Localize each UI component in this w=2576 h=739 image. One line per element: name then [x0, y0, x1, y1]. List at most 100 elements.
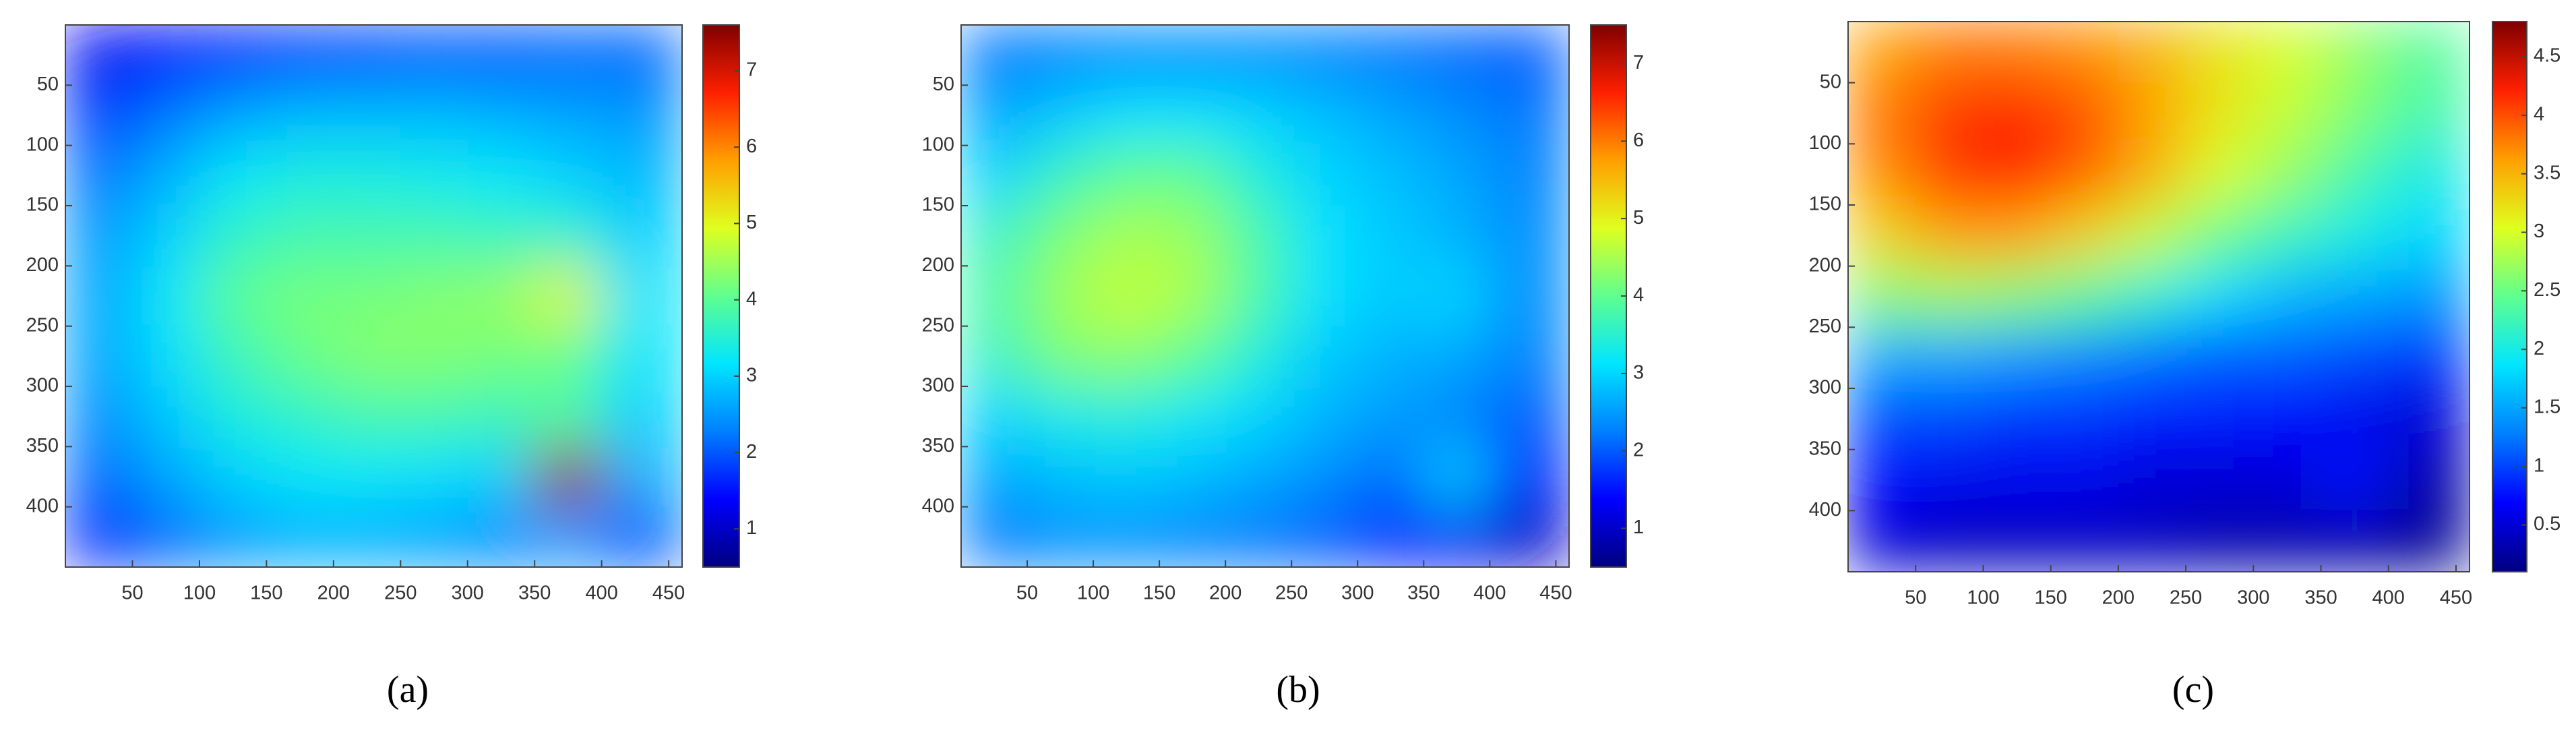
panel-label: (b)	[1276, 669, 1320, 711]
cell	[333, 326, 401, 387]
cell	[1291, 326, 1358, 387]
cell	[2388, 510, 2470, 572]
cell	[1159, 266, 1226, 327]
colorbar-tick-label: 3	[746, 365, 757, 386]
cell	[1093, 266, 1160, 327]
x-tick-label: 100	[183, 583, 216, 604]
cell	[2321, 449, 2389, 511]
cell	[2253, 144, 2322, 206]
y-tick-label: 400	[1809, 499, 1841, 521]
cell	[266, 386, 334, 447]
cell	[1225, 206, 1292, 266]
cell	[1490, 386, 1569, 447]
cell	[333, 506, 401, 567]
cell	[1490, 85, 1569, 146]
panel-label: (c)	[2172, 669, 2214, 711]
cell	[961, 326, 1028, 387]
x-tick-label: 150	[2034, 587, 2066, 609]
colorbar-tick-label: 0.5	[2534, 513, 2560, 535]
cell	[534, 446, 603, 508]
cell	[2050, 327, 2119, 389]
cell	[2388, 327, 2470, 389]
cell	[1983, 266, 2052, 328]
cell	[2321, 510, 2389, 572]
cell	[1225, 506, 1292, 567]
cell	[1490, 326, 1569, 387]
cell	[1490, 506, 1569, 567]
cell	[132, 386, 200, 447]
x-tick-label: 150	[1143, 583, 1175, 604]
cell	[1915, 144, 1984, 206]
cell	[2321, 82, 2389, 144]
cell	[1027, 446, 1094, 508]
cell	[601, 25, 682, 86]
cell	[2186, 327, 2254, 389]
y-tick-label: 300	[26, 375, 59, 396]
cell	[2388, 388, 2470, 450]
cell	[65, 206, 133, 266]
x-tick-label: 200	[2102, 587, 2135, 609]
cell	[266, 506, 334, 567]
y-tick-label: 250	[922, 314, 954, 336]
cell	[65, 25, 133, 86]
cell	[601, 85, 682, 146]
y-tick-label: 50	[933, 73, 954, 95]
cell	[132, 326, 200, 387]
cell	[2186, 266, 2254, 328]
cell	[1225, 85, 1292, 146]
cell	[1357, 25, 1424, 86]
cell	[132, 446, 200, 508]
cell	[1027, 25, 1094, 86]
cell	[2253, 205, 2322, 267]
cell	[1848, 205, 1916, 267]
cell	[1490, 25, 1569, 86]
cell	[1848, 82, 1916, 144]
cell	[1357, 206, 1424, 266]
y-tick-label: 200	[26, 254, 59, 276]
colorbar-tick-label: 3.5	[2534, 162, 2560, 183]
cell	[467, 85, 535, 146]
y-tick-label: 150	[26, 194, 59, 216]
cell	[601, 326, 682, 387]
cell	[2118, 144, 2186, 206]
cell	[132, 145, 200, 206]
cell	[1423, 506, 1490, 567]
cell	[65, 326, 133, 387]
cell	[2321, 388, 2389, 450]
cell	[1490, 206, 1569, 266]
x-tick-label: 300	[452, 583, 484, 604]
cell	[2186, 82, 2254, 144]
cell	[2118, 510, 2186, 572]
cells	[65, 25, 682, 567]
cell	[266, 85, 334, 146]
colorbar-tick-label: 6	[746, 136, 757, 157]
y-tick-label: 200	[922, 254, 954, 276]
colorbar-tick-label: 2	[2534, 338, 2544, 359]
cell	[1423, 85, 1490, 146]
cell	[1423, 206, 1490, 266]
cell	[2388, 449, 2470, 511]
cell	[467, 266, 535, 327]
cell	[1291, 506, 1358, 567]
cell	[2050, 510, 2119, 572]
cell	[961, 386, 1028, 447]
cell	[2321, 144, 2389, 206]
cell	[400, 206, 468, 266]
cell	[132, 85, 200, 146]
y-tick-label: 200	[1809, 254, 1841, 276]
cell	[2118, 388, 2186, 450]
cell	[2388, 144, 2470, 206]
cell	[2253, 388, 2322, 450]
colorbar-tick-label: 7	[746, 59, 757, 81]
x-tick-label: 250	[384, 583, 417, 604]
cell	[333, 386, 401, 447]
cell	[1159, 446, 1226, 508]
cell	[2253, 327, 2322, 389]
x-tick-label: 250	[1275, 583, 1308, 604]
cell	[1291, 386, 1358, 447]
colorbar	[2492, 21, 2527, 572]
cell	[1357, 326, 1424, 387]
cell	[1159, 206, 1226, 266]
cell	[266, 266, 334, 327]
cell	[1225, 386, 1292, 447]
